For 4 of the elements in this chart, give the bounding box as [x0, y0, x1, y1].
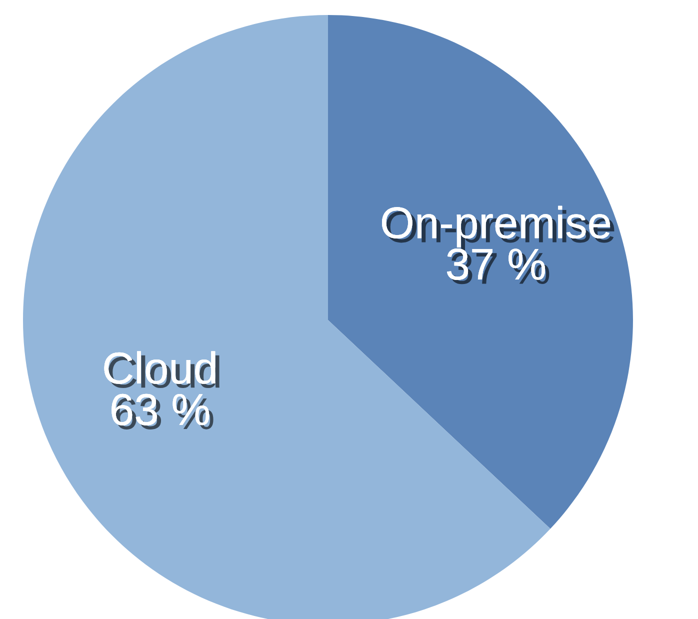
slice-label: On-premise: [382, 206, 610, 248]
slice-label: Cloud: [104, 351, 220, 388]
data-label: 63 %: [112, 394, 214, 430]
data-label: 37 %: [446, 248, 550, 284]
